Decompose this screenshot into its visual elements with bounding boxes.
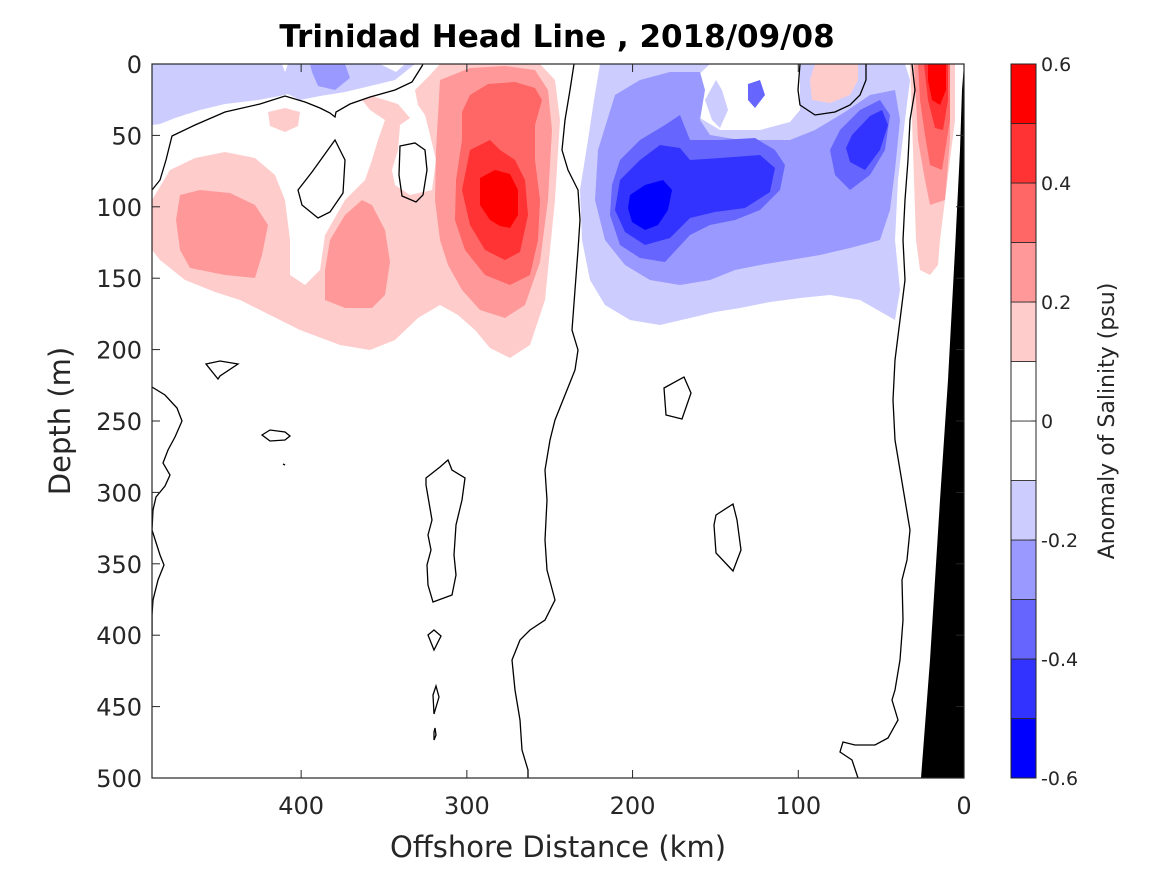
zero-contour-dot [282,463,286,466]
colorbar-tick-label: 0.2 [1041,292,1071,314]
y-axis: 0 50 100 150 200 250 300 350 400 450 500 [96,51,964,793]
colorbar-tick-label: -0.6 [1041,768,1078,790]
colorbar-segment [1010,599,1037,660]
y-tick-label: 400 [96,622,142,650]
zero-contour-loop-2 [398,142,428,203]
contour-fill-group-west-surface [152,64,415,125]
zero-contour-diamond-3 [433,727,437,741]
colorbar-segment [1010,658,1037,719]
contour-fill-pos-0.2-mid [325,200,390,308]
colorbar-segment [1010,242,1037,303]
y-tick-label: 350 [96,551,142,579]
y-tick-label: 200 [96,337,142,365]
zero-contour-diamond-2 [432,683,440,715]
zero-contour-loop-1 [297,138,346,219]
y-tick-label: 500 [96,765,142,793]
colorbar-label: Anomaly of Salinity (psu) [1095,283,1120,560]
x-tick-label: 0 [956,792,971,820]
y-tick-label: 100 [96,194,142,222]
y-axis-label: Depth (m) [43,347,77,495]
contour-fill-neg-0.3-small [748,80,765,108]
y-tick-label: 450 [96,694,142,722]
chart-title: Trinidad Head Line , 2018/09/08 [279,19,834,55]
zero-contour-lines [152,64,916,778]
colorbar-tick-label: 0 [1041,411,1053,433]
colorbar-segment [1010,361,1037,422]
contour-fill-pos-0.5-coastal [928,64,946,105]
colorbar-segment [1010,182,1037,243]
zero-contour-west-surface [152,64,424,191]
x-tick-label: 200 [610,792,656,820]
colorbar-tick-label: 0.4 [1041,173,1071,195]
x-axis: 400 300 200 100 0 [278,64,972,820]
colorbar-tick-label: 0.6 [1041,54,1071,76]
colorbar-segment [1010,539,1037,600]
colorbar-segment [1010,123,1037,184]
contour-fill-group-negative-main [580,64,910,325]
zero-contour-small-3 [663,376,692,420]
contour-fill-group-coastal [910,64,955,275]
y-tick-label: 150 [96,265,142,293]
x-tick-label: 100 [775,792,821,820]
y-tick-label: 250 [96,408,142,436]
bathymetry-slope [921,64,964,778]
contour-fill-pos-0.1-nearshore-surface [810,64,858,103]
contour-fill-pos-0.2-west [176,190,268,278]
zero-contour-diamond-1 [427,629,442,652]
zero-contour-loop-nearshore-surface [797,64,867,116]
contour-fill-neg-0.4-east [846,110,888,170]
plot-area [152,64,964,778]
zero-contour-small-2 [260,429,292,442]
x-tick-label: 400 [278,792,324,820]
x-axis-label: Offshore Distance (km) [390,830,726,864]
x-tick-label: 300 [444,792,490,820]
contour-fill-neg-0.1 [152,64,415,125]
y-tick-label: 0 [127,51,142,79]
zero-contour-small-4 [713,502,742,573]
colorbar-tick-label: -0.4 [1041,649,1078,671]
colorbar-segment [1010,301,1037,362]
y-tick-label: 50 [111,122,142,150]
colorbar-segment [1010,63,1037,124]
colorbar: 0.6 0.4 0.2 0 -0.2 -0.4 -0.6 [1010,54,1078,790]
zero-contour-main-mid [511,64,581,778]
zero-contour-west-deep [152,386,183,635]
y-tick-label: 300 [96,479,142,507]
contour-fill-neg-0.1-hole [705,80,728,128]
contour-fill-pos-0.5-core [480,170,518,228]
zero-contour-small-1 [204,360,240,381]
contour-fill-group-west-positive [152,64,560,358]
contour-fill-pos-0.1-small [268,108,300,132]
contour-fill-neg-0.5-main [628,180,672,230]
colorbar-segment [1010,480,1037,541]
colorbar-segment [1010,420,1037,481]
colorbar-tick-label: -0.2 [1041,530,1078,552]
zero-contour-vertical-loop [425,458,466,603]
colorbar-segment [1010,718,1037,779]
contour-fill-neg-0.2 [310,64,350,90]
zero-contour-coastal [839,64,916,778]
